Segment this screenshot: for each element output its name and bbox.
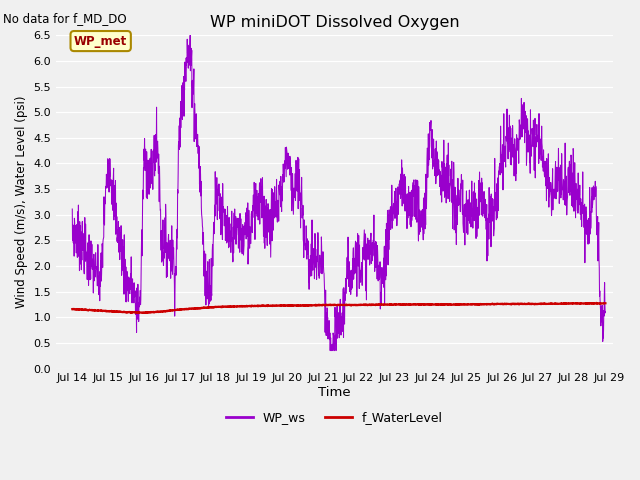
Text: No data for f_MD_DO: No data for f_MD_DO (3, 12, 127, 25)
Text: WP_met: WP_met (74, 35, 127, 48)
Legend: WP_ws, f_WaterLevel: WP_ws, f_WaterLevel (221, 406, 448, 429)
X-axis label: Time: Time (318, 386, 351, 399)
Title: WP miniDOT Dissolved Oxygen: WP miniDOT Dissolved Oxygen (209, 15, 459, 30)
Y-axis label: Wind Speed (m/s), Water Level (psi): Wind Speed (m/s), Water Level (psi) (15, 96, 28, 308)
